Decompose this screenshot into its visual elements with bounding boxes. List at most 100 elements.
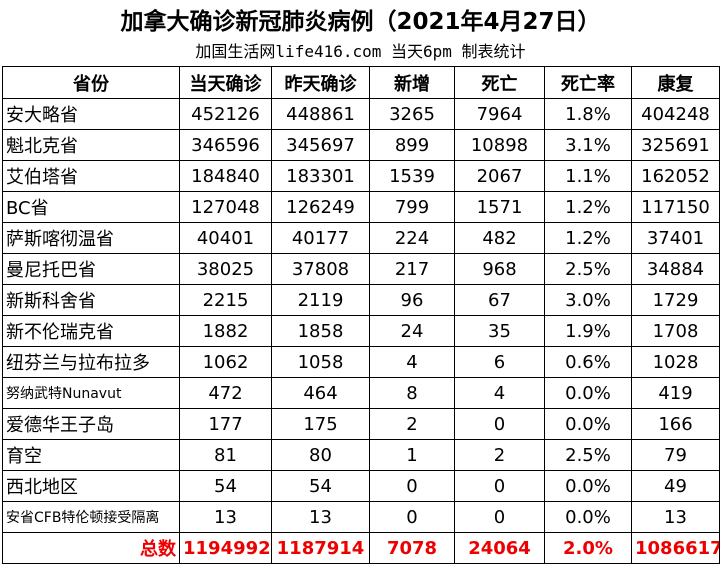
cell: 7964 — [454, 98, 545, 130]
cell: 177 — [179, 408, 272, 440]
cell: 3.1% — [544, 129, 632, 161]
cell: 13 — [631, 501, 720, 533]
cell: 3.0% — [544, 284, 632, 316]
cell: 当天确诊 — [179, 66, 272, 99]
cell: 1 — [369, 439, 455, 471]
cell: 13 — [179, 501, 272, 533]
cell: 4 — [454, 377, 545, 409]
cell: 404248 — [631, 98, 720, 130]
cell: 345697 — [271, 129, 370, 161]
cell: 0 — [369, 470, 455, 502]
cell: 2 — [369, 408, 455, 440]
data-row: 安大略省 452126 448861 3265 7964 1.8% 404248 — [2, 98, 720, 130]
data-row: 新斯科舍省 2215 2119 96 67 3.0% 1729 — [2, 284, 720, 316]
cell: 1882 — [179, 315, 272, 347]
cell: 1.9% — [544, 315, 632, 347]
cell: 0.6% — [544, 346, 632, 378]
cell: 24064 — [454, 532, 545, 564]
row-label: 新斯科舍省 — [2, 284, 180, 316]
cell: 4 — [369, 346, 455, 378]
data-row: 西北地区 54 54 0 0 0.0% 49 — [2, 470, 720, 502]
cell: 7078 — [369, 532, 455, 564]
cell: 2119 — [271, 284, 370, 316]
cell: 2 — [454, 439, 545, 471]
cell: 0.0% — [544, 470, 632, 502]
data-row: 新不伦瑞克省 1882 1858 24 35 1.9% 1708 — [2, 315, 720, 347]
cell: 0 — [454, 470, 545, 502]
cell: 81 — [179, 439, 272, 471]
cell: 37808 — [271, 253, 370, 285]
cell: 1.2% — [544, 222, 632, 254]
cell: 1539 — [369, 160, 455, 192]
cell: 死亡 — [454, 66, 545, 99]
table: 省份 当天确诊 昨天确诊 新增 死亡 死亡率 康复 安大略省 452126 448861 3265 7… — [2, 66, 720, 564]
cell: 1187914 — [271, 532, 370, 564]
subtitle: 加国生活网life416.com 当天6pm 制表统计 — [195, 42, 526, 61]
cell: 新增 — [369, 66, 455, 99]
row-label: 萨斯喀彻温省 — [2, 222, 180, 254]
cell: 127048 — [179, 191, 272, 223]
cell: 49 — [631, 470, 720, 502]
cell: 126249 — [271, 191, 370, 223]
total-row: 总数 1194992 1187914 7078 24064 2.0% 1086617 — [2, 532, 720, 564]
cell: 54 — [271, 470, 370, 502]
data-row: 艾伯塔省 184840 183301 1539 2067 1.1% 162052 — [2, 160, 720, 192]
row-label: 曼尼托巴省 — [2, 253, 180, 285]
cell: 452126 — [179, 98, 272, 130]
data-row: 萨斯喀彻温省 40401 40177 224 482 1.2% 37401 — [2, 222, 720, 254]
cell: 8 — [369, 377, 455, 409]
cell: 79 — [631, 439, 720, 471]
cell: 1086617 — [631, 532, 720, 564]
row-label: 省份 — [2, 66, 180, 99]
cell: 968 — [454, 253, 545, 285]
cell: 2067 — [454, 160, 545, 192]
cell: 346596 — [179, 129, 272, 161]
row-label: 安大略省 — [2, 98, 180, 130]
data-row: 安省CFB特伦顿接受隔离 13 13 0 0 0.0% 13 — [2, 501, 720, 533]
cell: 0.0% — [544, 408, 632, 440]
row-label: 魁北克省 — [2, 129, 180, 161]
row-label: 纽芬兰与拉布拉多 — [2, 346, 180, 378]
cell: 40177 — [271, 222, 370, 254]
cell: 117150 — [631, 191, 720, 223]
data-row: 爱德华王子岛 177 175 2 0 0.0% 166 — [2, 408, 720, 440]
cell: 1194992 — [179, 532, 272, 564]
cell: 2.5% — [544, 439, 632, 471]
cell: 40401 — [179, 222, 272, 254]
title: 加拿大确诊新冠肺炎病例（2021年4月27日） — [120, 9, 601, 35]
cell: 3265 — [369, 98, 455, 130]
cell: 1.2% — [544, 191, 632, 223]
cell: 死亡率 — [544, 66, 632, 99]
data-row: 育空 81 80 1 2 2.5% 79 — [2, 439, 720, 471]
cell: 0 — [369, 501, 455, 533]
cell: 康复 — [631, 66, 720, 99]
cell: 80 — [271, 439, 370, 471]
row-label: 爱德华王子岛 — [2, 408, 180, 440]
cell: 10898 — [454, 129, 545, 161]
row-label: BC省 — [2, 191, 180, 223]
cell: 24 — [369, 315, 455, 347]
cell: 6 — [454, 346, 545, 378]
row-label: 艾伯塔省 — [2, 160, 180, 192]
cell: 0 — [454, 501, 545, 533]
row-label: 西北地区 — [2, 470, 180, 502]
cell: 1028 — [631, 346, 720, 378]
cell: 224 — [369, 222, 455, 254]
data-row: 魁北克省 346596 345697 899 10898 3.1% 325691 — [2, 129, 720, 161]
row-label: 育空 — [2, 439, 180, 471]
cell: 0.0% — [544, 501, 632, 533]
cell: 38025 — [179, 253, 272, 285]
cell: 35 — [454, 315, 545, 347]
header-row: 省份 当天确诊 昨天确诊 新增 死亡 死亡率 康复 — [2, 66, 720, 99]
data-row: 努纳武特Nunavut 472 464 8 4 0.0% 419 — [2, 377, 720, 409]
cell: 0.0% — [544, 377, 632, 409]
cell: 1571 — [454, 191, 545, 223]
cell: 419 — [631, 377, 720, 409]
cell: 67 — [454, 284, 545, 316]
cell: 166 — [631, 408, 720, 440]
data-row: 纽芬兰与拉布拉多 1062 1058 4 6 0.6% 1028 — [2, 346, 720, 378]
cell: 162052 — [631, 160, 720, 192]
row-label: 安省CFB特伦顿接受隔离 — [2, 501, 180, 533]
cell: 2.5% — [544, 253, 632, 285]
